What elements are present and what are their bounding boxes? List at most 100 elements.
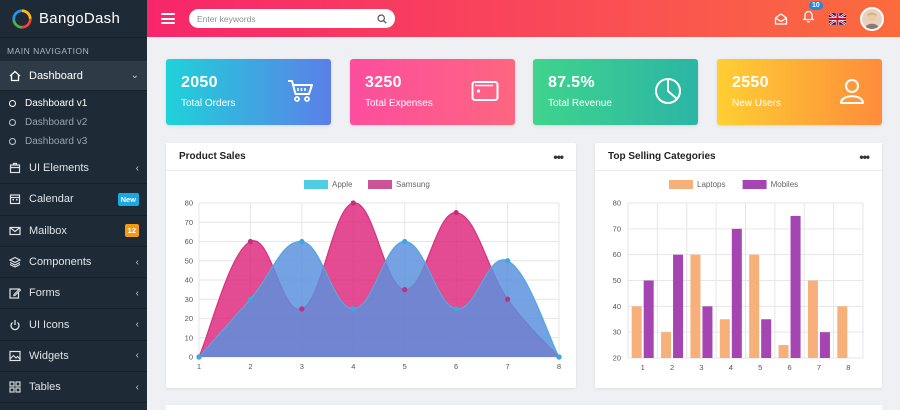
uk-flag-icon[interactable] [829, 12, 846, 25]
sidebar-item-label: Tables [29, 381, 61, 394]
x-tick-label: 4 [351, 362, 355, 371]
data-point-apple [453, 306, 459, 312]
bar-laptops [807, 280, 818, 358]
data-point-samsung [453, 210, 459, 216]
notification-count-badge: 10 [809, 1, 823, 10]
y-tick-label: 30 [613, 328, 621, 337]
sidebar: BangoDash MAIN NAVIGATION Dashboard ⌄ Da… [0, 0, 147, 410]
sidebar-item-label: Components [29, 256, 92, 269]
topbar: 10 [147, 0, 900, 37]
avatar[interactable] [860, 6, 884, 31]
sidebar-item-calendar[interactable]: Calendar New [0, 184, 147, 216]
x-tick-label: 5 [758, 363, 762, 372]
pie-icon [655, 78, 681, 104]
sidebar-item-label: Dashboard [29, 69, 83, 82]
y-tick-label: 20 [185, 314, 193, 323]
chevron-left-icon: ‹ [135, 256, 139, 268]
legend-label: Mobiles [771, 180, 799, 189]
stat-card-total-orders: 2050 Total Orders [166, 59, 331, 125]
y-tick-label: 50 [613, 276, 621, 285]
panel-header: Product Sales ••• [166, 143, 576, 171]
layers-icon [8, 256, 21, 269]
edit-icon [8, 287, 21, 300]
sidebar-item-label: Calendar [29, 193, 74, 206]
y-tick-label: 70 [185, 218, 193, 227]
sidebar-item-mailbox[interactable]: Mailbox 12 [0, 216, 147, 247]
stat-card-total-revenue: 87.5% Total Revenue [533, 59, 698, 125]
data-point-apple [504, 258, 511, 264]
panel-title: Product Sales [179, 151, 246, 162]
chevron-left-icon: ‹ [135, 319, 139, 331]
sidebar-subitem-label: Dashboard v3 [25, 136, 88, 147]
image-icon [8, 349, 21, 362]
legend-label: Apple [332, 180, 353, 189]
brand[interactable]: BangoDash [0, 0, 147, 37]
sidebar-subitem-dashboard-v3[interactable]: Dashboard v3 [0, 132, 147, 151]
data-point-samsung [247, 238, 254, 245]
x-tick-label: 3 [699, 363, 703, 372]
menu-toggle-icon[interactable] [161, 13, 175, 24]
sidebar-item-tables[interactable]: Tables ‹ [0, 372, 147, 404]
data-point-samsung [299, 306, 305, 312]
notifications[interactable]: 10 [802, 1, 823, 28]
product-sales-panel: Product Sales ••• Apple Samsung 0 10 20 30 40 5… [166, 143, 576, 388]
data-point-apple [350, 306, 356, 312]
data-point-samsung [402, 287, 408, 293]
stat-value: 2050 [181, 74, 218, 91]
bar-laptops [690, 254, 701, 358]
legend-swatch [742, 180, 767, 189]
circle-icon [9, 138, 16, 145]
stat-value: 87.5% [548, 74, 595, 91]
sidebar-item-label: Mailbox [29, 224, 67, 237]
x-tick-label: 6 [454, 362, 458, 371]
chevron-down-icon: ⌄ [130, 70, 139, 81]
stat-card-new-users: 2550 New Users [717, 59, 882, 125]
sidebar-item-dashboard[interactable]: Dashboard ⌄ [0, 61, 147, 91]
envelope-icon[interactable] [774, 12, 788, 26]
more-options-icon[interactable]: ••• [553, 149, 564, 164]
cart-icon [288, 80, 313, 102]
bar-mobiles [673, 254, 684, 358]
home-icon [8, 69, 21, 82]
user-icon [840, 79, 864, 104]
legend-label: Laptops [697, 180, 725, 189]
count-badge: 12 [124, 224, 139, 238]
search-box [189, 9, 395, 28]
x-tick-label: 2 [248, 362, 252, 371]
next-panel-edge [166, 405, 882, 410]
grid-icon [8, 381, 21, 394]
sidebar-item-ui-elements[interactable]: UI Elements ‹ [0, 153, 147, 185]
product-sales-chart: Apple Samsung 0 10 20 30 40 50 60 70 80 1 2 3 4 5 6 7 8 [185, 180, 562, 371]
x-tick-label: 3 [300, 362, 304, 371]
series-line-apple [198, 240, 560, 358]
data-point-apple [247, 296, 254, 302]
sidebar-subitem-dashboard-v2[interactable]: Dashboard v2 [0, 113, 147, 132]
stat-label: New Users [732, 98, 781, 109]
bar-mobiles [702, 306, 713, 358]
sidebar-item-ui-icons[interactable]: UI Icons ‹ [0, 309, 147, 341]
stat-label: Total Orders [181, 98, 236, 109]
panel-header: Top Selling Categories ••• [595, 143, 882, 171]
search-input[interactable] [197, 13, 377, 24]
x-tick-label: 1 [197, 362, 201, 371]
y-tick-label: 60 [613, 250, 621, 259]
bar-laptops [837, 306, 848, 358]
bar-laptops [749, 254, 760, 358]
y-tick-label: 70 [613, 224, 621, 233]
new-badge: New [117, 192, 139, 206]
sidebar-item-label: Forms [29, 287, 61, 300]
y-tick-label: 30 [185, 295, 193, 304]
y-tick-label: 60 [185, 237, 193, 246]
sidebar-item-components[interactable]: Components ‹ [0, 247, 147, 279]
sidebar-item-forms[interactable]: Forms ‹ [0, 278, 147, 310]
stat-card-total-expenses: 3250 Total Expenses [350, 59, 515, 125]
chevron-left-icon: ‹ [135, 287, 139, 299]
topbar-actions: 10 [774, 0, 884, 37]
more-options-icon[interactable]: ••• [859, 149, 870, 164]
x-tick-label: 1 [641, 363, 645, 372]
calendar-icon [8, 193, 21, 206]
sidebar-subitem-dashboard-v1[interactable]: Dashboard v1 [0, 94, 147, 113]
search-icon[interactable] [377, 13, 387, 24]
sidebar-item-widgets[interactable]: Widgets ‹ [0, 341, 147, 373]
bar-mobiles [819, 332, 830, 358]
